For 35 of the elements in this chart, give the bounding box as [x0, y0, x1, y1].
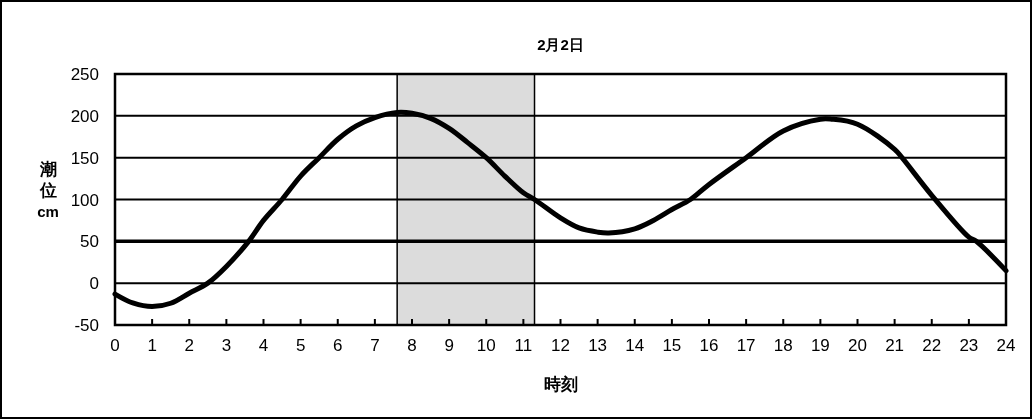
- x-tick-label: 7: [370, 336, 380, 355]
- x-tick-label: 10: [476, 336, 496, 355]
- y-tick-label: 0: [89, 274, 99, 294]
- y-tick-label: 200: [70, 106, 99, 126]
- x-tick-label: 12: [551, 336, 570, 355]
- y-axis-title: 潮位 cm: [37, 160, 59, 220]
- x-tick-label: 15: [662, 336, 682, 355]
- x-tick-label: 13: [588, 336, 608, 355]
- x-tick-label: 19: [810, 336, 830, 355]
- y-tick-label: 250: [70, 65, 99, 84]
- x-tick-label: 14: [625, 336, 645, 355]
- x-tick-label: 9: [444, 336, 454, 355]
- x-tick-label: 0: [110, 336, 120, 355]
- x-tick-label: 17: [736, 336, 756, 355]
- x-tick-label: 5: [295, 336, 306, 355]
- x-tick-label: 4: [258, 336, 269, 355]
- x-tick-label: 8: [407, 336, 417, 355]
- x-tick-label: 3: [221, 336, 232, 355]
- x-tick-label: 11: [514, 336, 533, 355]
- x-tick-label: 20: [848, 336, 867, 355]
- y-tick-label: 150: [70, 148, 99, 168]
- x-tick-label: 16: [699, 336, 719, 355]
- x-tick-label: 21: [885, 336, 905, 355]
- chart-title: 2月2日: [537, 36, 584, 53]
- y-tick-label: -50: [74, 316, 99, 335]
- x-tick-label: 18: [773, 336, 793, 355]
- x-tick-label: 23: [959, 336, 979, 355]
- x-tick-label: 24: [996, 336, 1016, 355]
- x-axis-title: 時刻: [543, 375, 578, 394]
- x-tick-label: 1: [147, 336, 157, 355]
- y-tick-label: 100: [70, 190, 99, 210]
- x-tick-label: 22: [922, 336, 942, 355]
- y-tick-label: 50: [80, 232, 99, 252]
- x-tick-label: 2: [184, 336, 194, 355]
- x-tick-label: 6: [333, 336, 343, 355]
